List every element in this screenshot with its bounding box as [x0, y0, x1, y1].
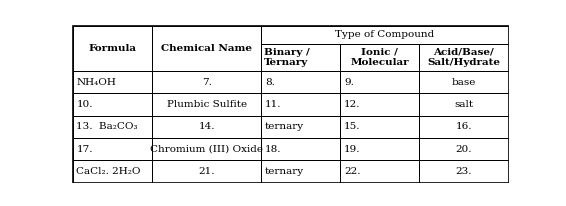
Bar: [261, 138, 340, 160]
Text: Plumbic Sulfite: Plumbic Sulfite: [166, 100, 247, 109]
Bar: [152, 138, 261, 160]
Bar: [419, 93, 508, 116]
Text: Chemical Name: Chemical Name: [161, 44, 252, 53]
Text: 16.: 16.: [456, 122, 472, 131]
Bar: [340, 160, 419, 183]
Text: 23.: 23.: [456, 167, 472, 176]
Text: Chromium (III) Oxide: Chromium (III) Oxide: [150, 145, 263, 154]
Text: 8.: 8.: [265, 78, 275, 87]
Bar: [152, 93, 261, 116]
Bar: [261, 71, 340, 93]
Bar: [419, 160, 508, 183]
Text: 17.: 17.: [76, 145, 93, 154]
Bar: [261, 26, 508, 44]
Bar: [73, 138, 152, 160]
Text: 21.: 21.: [199, 167, 215, 176]
Text: Acid/Base/
Salt/Hydrate: Acid/Base/ Salt/Hydrate: [427, 48, 500, 67]
Text: ternary: ternary: [265, 122, 304, 131]
Text: Ionic /
Molecular: Ionic / Molecular: [350, 48, 409, 67]
Bar: [152, 71, 261, 93]
Bar: [73, 26, 152, 71]
Bar: [340, 44, 419, 71]
Bar: [419, 138, 508, 160]
Text: Type of Compound: Type of Compound: [336, 30, 435, 39]
Text: 14.: 14.: [199, 122, 215, 131]
Bar: [261, 160, 340, 183]
Bar: [419, 71, 508, 93]
Text: 7.: 7.: [201, 78, 212, 87]
Text: 20.: 20.: [456, 145, 472, 154]
Bar: [73, 71, 152, 93]
Bar: [73, 160, 152, 183]
Text: base: base: [452, 78, 476, 87]
Text: 15.: 15.: [344, 122, 361, 131]
Text: salt: salt: [454, 100, 474, 109]
Text: NH₄OH: NH₄OH: [76, 78, 117, 87]
Text: 11.: 11.: [265, 100, 281, 109]
Text: 9.: 9.: [344, 78, 354, 87]
Text: 22.: 22.: [344, 167, 361, 176]
Bar: [152, 26, 261, 71]
Bar: [261, 116, 340, 138]
Text: 13.  Ba₂CO₃: 13. Ba₂CO₃: [76, 122, 138, 131]
Bar: [340, 93, 419, 116]
Text: 19.: 19.: [344, 145, 361, 154]
Text: 12.: 12.: [344, 100, 361, 109]
Bar: [73, 93, 152, 116]
Bar: [340, 116, 419, 138]
Bar: [340, 138, 419, 160]
Bar: [340, 71, 419, 93]
Text: 18.: 18.: [265, 145, 281, 154]
Text: 10.: 10.: [76, 100, 93, 109]
Text: ternary: ternary: [265, 167, 304, 176]
Bar: [152, 116, 261, 138]
Text: Binary /
Ternary: Binary / Ternary: [264, 48, 310, 67]
Bar: [152, 160, 261, 183]
Bar: [261, 93, 340, 116]
Bar: [73, 116, 152, 138]
Text: Formula: Formula: [88, 44, 136, 53]
Bar: [261, 44, 340, 71]
Bar: [419, 116, 508, 138]
Text: CaCl₂. 2H₂O: CaCl₂. 2H₂O: [76, 167, 141, 176]
Bar: [419, 44, 508, 71]
